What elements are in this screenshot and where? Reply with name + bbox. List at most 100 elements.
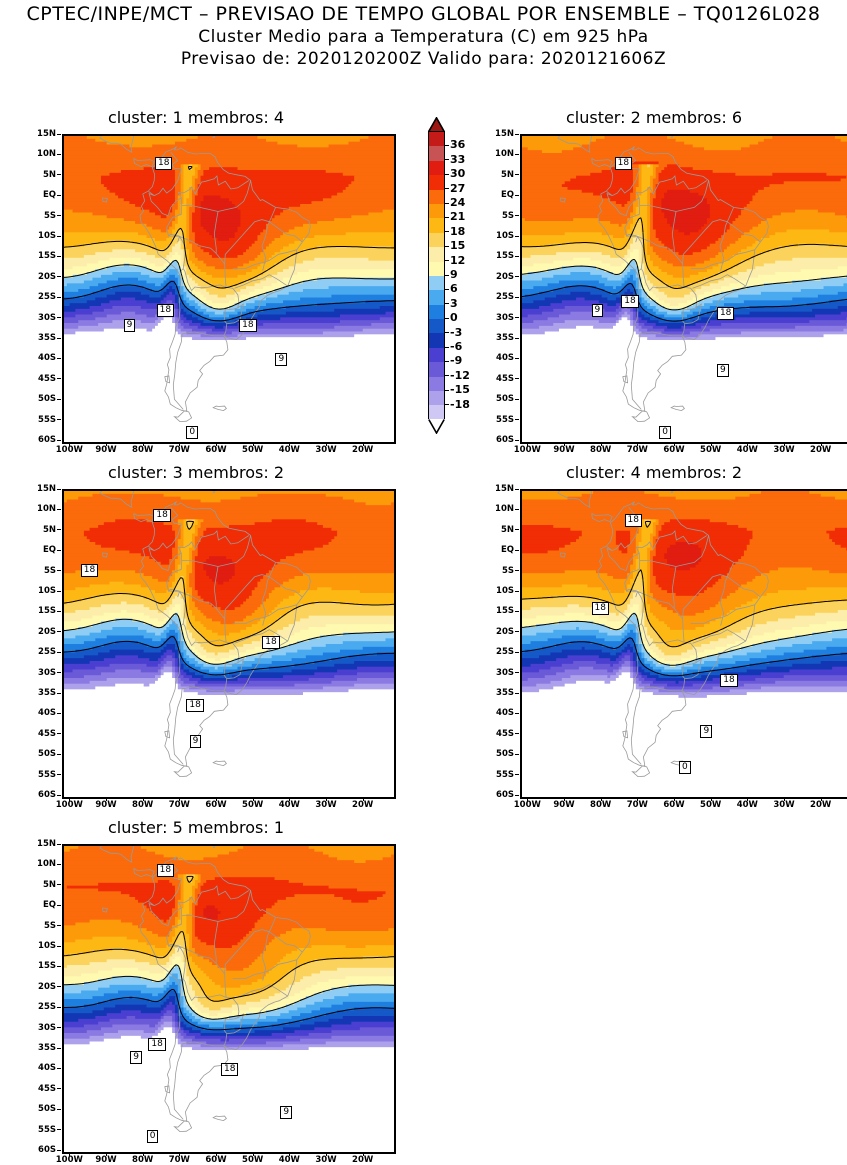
lat-label: 30S — [478, 314, 514, 322]
lat-tick — [515, 134, 519, 135]
lon-label: 80W — [125, 1156, 161, 1164]
lat-label: EQ — [20, 191, 56, 199]
lat-tick — [57, 378, 61, 379]
lon-label: 70W — [161, 801, 197, 809]
lon-label: 80W — [583, 446, 619, 454]
lat-tick — [57, 1088, 61, 1089]
lat-label: 10N — [478, 150, 514, 158]
colorbar-label: 3 — [450, 298, 458, 309]
lon-label: 100W — [509, 446, 545, 454]
lon-label: 100W — [51, 801, 87, 809]
lat-tick — [57, 550, 61, 551]
contour-value-label: 18 — [155, 157, 172, 170]
lat-tick — [57, 733, 61, 734]
lat-label: 25S — [20, 293, 56, 301]
panel-title: cluster: 2 membros: 6 — [458, 108, 847, 127]
lon-label: 40W — [729, 446, 765, 454]
map-plot-area[interactable] — [62, 844, 396, 1154]
header-line-variable: Cluster Medio para a Temperatura (C) em … — [0, 26, 847, 48]
lat-label: 35S — [478, 334, 514, 342]
colorbar-body — [428, 131, 445, 419]
lat-label: 60S — [478, 791, 514, 799]
colorbar-tick — [445, 159, 449, 160]
lat-label: 25S — [478, 648, 514, 656]
colorbar-segment — [429, 276, 444, 290]
colorbar-tick — [445, 390, 449, 391]
lat-tick — [57, 276, 61, 277]
contour-value-label: 9 — [124, 319, 136, 332]
colorbar-tick — [445, 332, 449, 333]
lon-label: 70W — [619, 446, 655, 454]
lat-label: EQ — [478, 191, 514, 199]
contour-value-label: 18 — [157, 864, 174, 877]
lon-label: 20W — [345, 801, 381, 809]
colorbar-segment — [429, 405, 444, 419]
lon-label: 60W — [656, 801, 692, 809]
lat-label: 55S — [478, 771, 514, 779]
lat-tick — [515, 672, 519, 673]
lat-label: 15S — [478, 607, 514, 615]
lat-label: 25S — [20, 648, 56, 656]
lat-tick — [57, 652, 61, 653]
lat-label: 45S — [20, 375, 56, 383]
lat-tick — [57, 195, 61, 196]
colorbar-tick — [445, 361, 449, 362]
lat-label: 5S — [478, 212, 514, 220]
colorbar-label: 9 — [450, 269, 458, 280]
lat-tick — [515, 195, 519, 196]
lat-label: 15S — [20, 252, 56, 260]
contour-value-label: 9 — [700, 725, 712, 738]
lon-label: 20W — [345, 1156, 381, 1164]
colorbar-segment — [429, 175, 444, 189]
lat-label: 55S — [20, 771, 56, 779]
contour-value-label: 9 — [592, 304, 604, 317]
lat-label: 20S — [20, 983, 56, 991]
lat-label: 15S — [20, 962, 56, 970]
colorbar-tick — [445, 231, 449, 232]
map-plot-area[interactable] — [520, 489, 847, 799]
lat-tick — [515, 754, 519, 755]
lat-label: 55S — [20, 416, 56, 424]
colorbar-segment — [429, 391, 444, 405]
lat-label: 15N — [20, 840, 56, 848]
lat-label: 45S — [20, 730, 56, 738]
lat-label: 5S — [20, 567, 56, 575]
temperature-fill — [64, 136, 394, 442]
lat-label: 5N — [20, 881, 56, 889]
lon-label: 40W — [729, 801, 765, 809]
lat-label: 50S — [20, 750, 56, 758]
lon-label: 90W — [88, 801, 124, 809]
lon-label: 90W — [88, 1156, 124, 1164]
lat-label: 55S — [478, 416, 514, 424]
lat-label: 10S — [20, 587, 56, 595]
colorbar-tick — [445, 145, 449, 146]
map-plot-area[interactable] — [520, 134, 847, 444]
lat-tick — [515, 297, 519, 298]
contour-value-label: 0 — [147, 1130, 159, 1143]
lat-tick — [57, 174, 61, 175]
lat-label: 10S — [20, 232, 56, 240]
lon-label: 90W — [546, 801, 582, 809]
lat-label: 50S — [20, 1105, 56, 1113]
colorbar-segment — [429, 146, 444, 160]
lon-label: 70W — [161, 1156, 197, 1164]
contour-value-label: 18 — [720, 674, 737, 687]
contour-value-label: 0 — [659, 426, 671, 439]
lat-label: 40S — [478, 709, 514, 717]
lat-tick — [515, 509, 519, 510]
lat-label: 50S — [478, 395, 514, 403]
lat-label: EQ — [20, 901, 56, 909]
lat-label: 45S — [478, 375, 514, 383]
map-plot-area[interactable] — [62, 134, 396, 444]
lat-label: 15S — [478, 252, 514, 260]
colorbar-segment — [429, 290, 444, 304]
lon-label: 30W — [308, 1156, 344, 1164]
lat-tick — [57, 489, 61, 490]
map-plot-area[interactable] — [62, 489, 396, 799]
contour-value-label: 18 — [262, 636, 279, 649]
